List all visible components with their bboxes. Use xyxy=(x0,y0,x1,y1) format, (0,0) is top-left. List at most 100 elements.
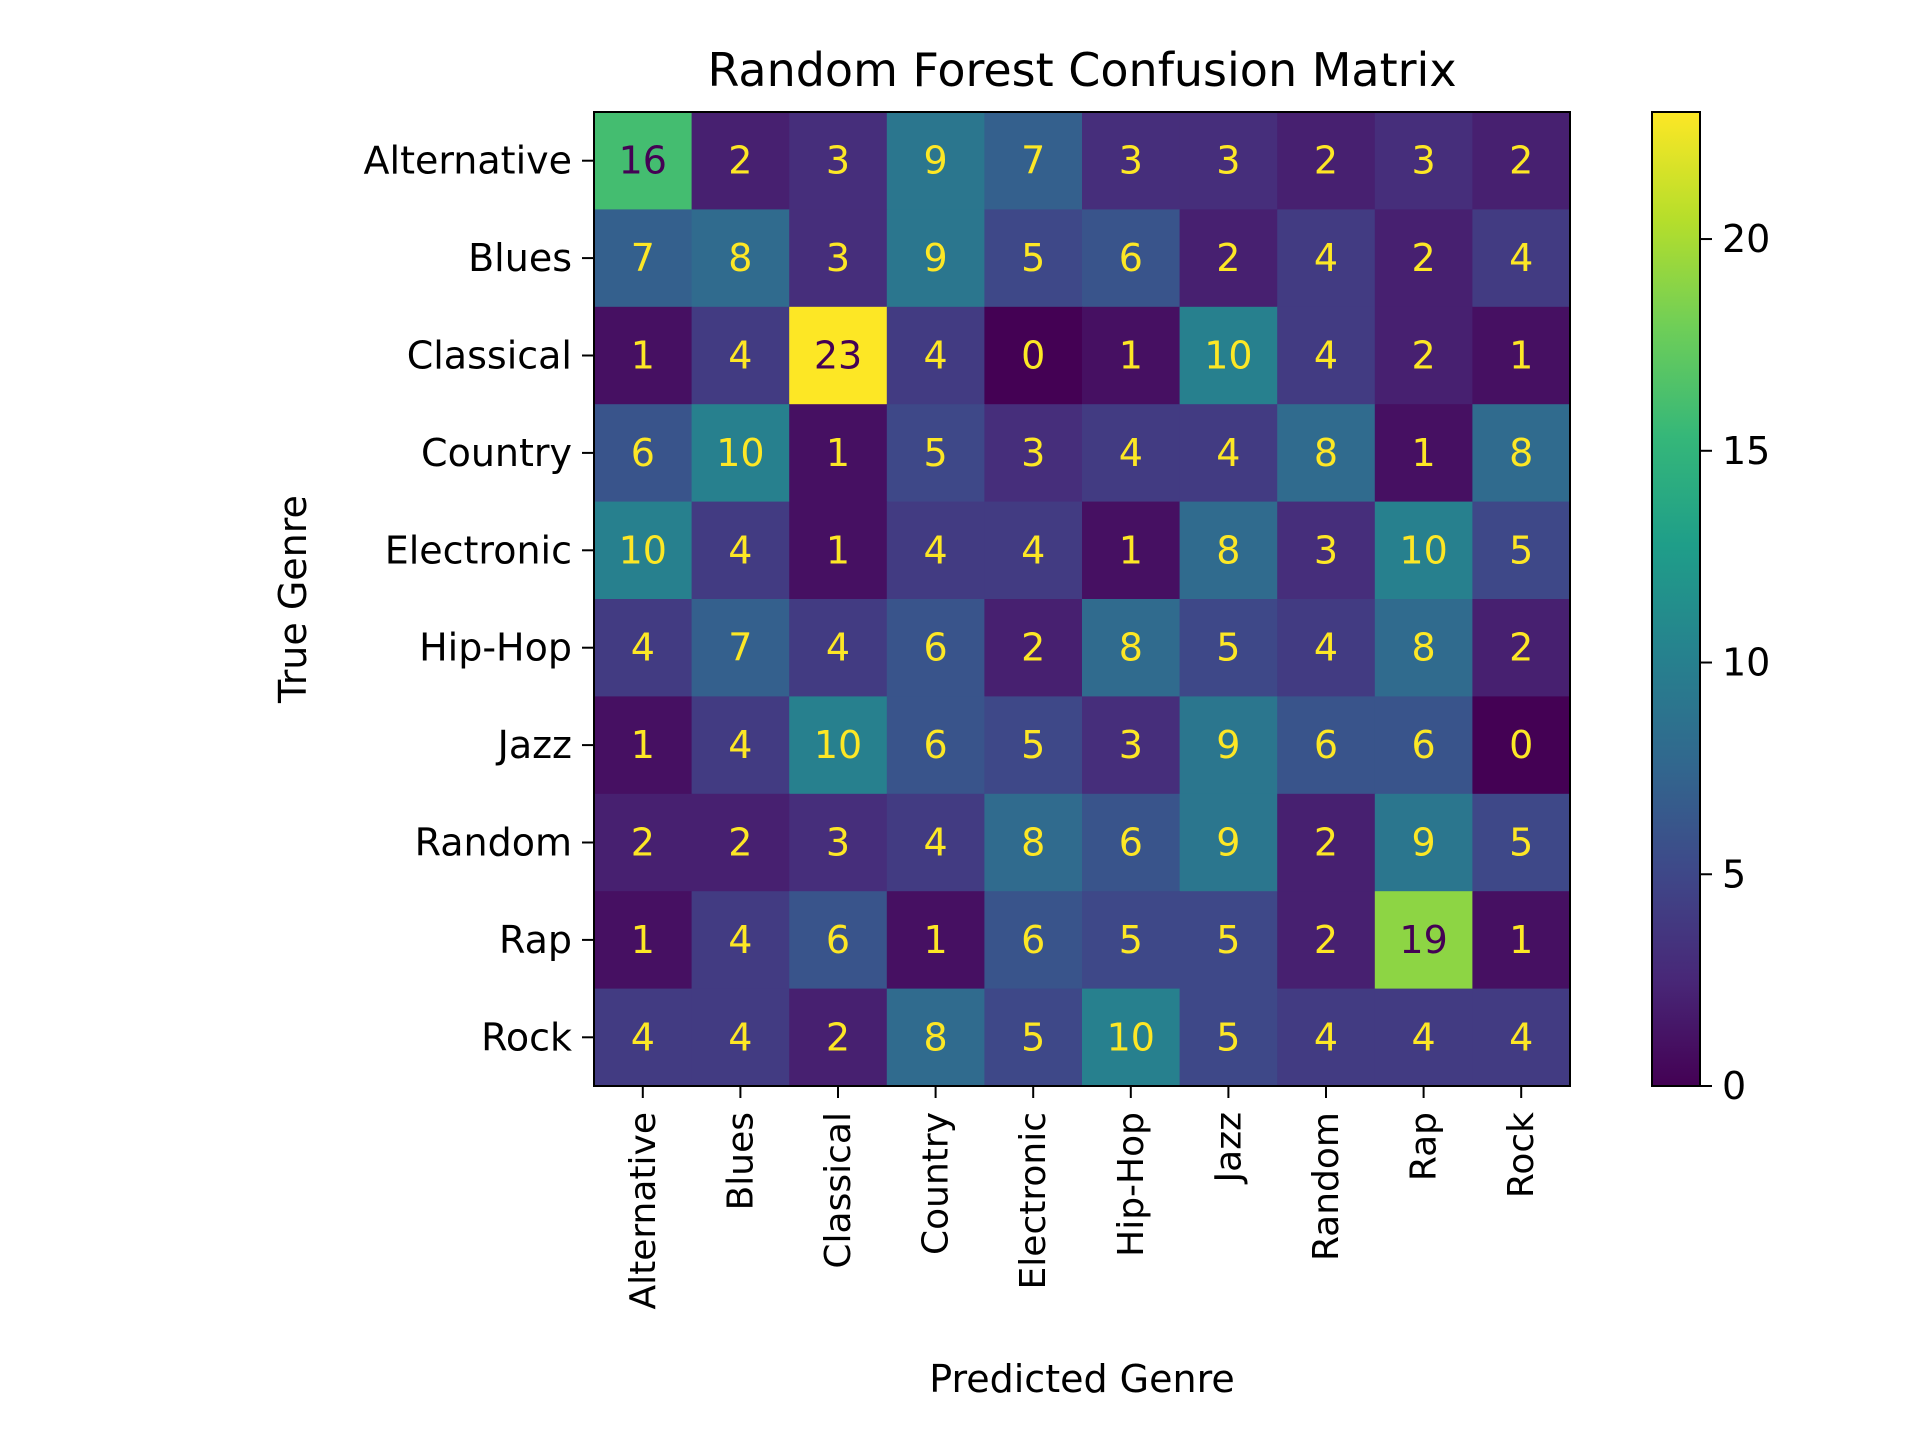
heatmap-cell xyxy=(1374,209,1473,308)
cell-value-label: 8 xyxy=(1509,431,1533,475)
heatmap-cell xyxy=(594,404,693,503)
cell-value-label: 4 xyxy=(631,1015,655,1059)
x-tick-label: Random xyxy=(1306,1112,1347,1261)
chart-title: Random Forest Confusion Matrix xyxy=(707,43,1456,97)
x-tick-label: Country xyxy=(916,1112,957,1255)
heatmap-cell xyxy=(594,306,693,405)
y-tick-label: Alternative xyxy=(364,139,572,183)
heatmap-cell xyxy=(1374,306,1473,405)
cell-value-label: 4 xyxy=(1509,1015,1533,1059)
heatmap-cell xyxy=(691,501,790,600)
x-tick-label: Rock xyxy=(1501,1112,1542,1198)
cell-value-label: 1 xyxy=(924,918,948,962)
heatmap-cell xyxy=(1472,988,1571,1087)
cell-value-label: 4 xyxy=(826,626,850,670)
heatmap-cell xyxy=(1277,112,1376,210)
cell-value-label: 1 xyxy=(826,431,850,475)
heatmap-cell xyxy=(984,696,1083,795)
cell-value-label: 1 xyxy=(1412,431,1436,475)
heatmap-cell xyxy=(1277,501,1376,600)
heatmap-cell xyxy=(1082,696,1181,795)
cell-value-label: 1 xyxy=(631,723,655,767)
heatmap-cell xyxy=(886,306,985,405)
cell-value-label: 2 xyxy=(1314,918,1338,962)
y-tick-label: Random xyxy=(415,821,572,865)
heatmap-cell xyxy=(1374,599,1473,697)
y-tick-label: Hip-Hop xyxy=(419,626,572,670)
heatmap-cell xyxy=(789,988,888,1087)
cell-value-label: 0 xyxy=(1021,334,1045,378)
heatmap-cell xyxy=(594,696,693,795)
y-tick-label: Blues xyxy=(468,236,572,280)
cell-value-label: 8 xyxy=(1119,626,1143,670)
cell-value-label: 4 xyxy=(728,334,752,378)
heatmap-cell xyxy=(789,404,888,503)
heatmap-cell xyxy=(886,696,985,795)
y-axis-ticks: Alternative Blues Classical Country Electron… xyxy=(364,139,594,1059)
heatmap-cell xyxy=(1179,599,1278,697)
cell-value-label: 6 xyxy=(1119,236,1143,280)
x-tick-label: Alternative xyxy=(623,1112,664,1310)
heatmap-cell xyxy=(1472,696,1571,795)
cell-value-label: 2 xyxy=(1021,626,1045,670)
cell-value-label: 6 xyxy=(924,723,948,767)
cell-value-label: 10 xyxy=(814,723,862,767)
cell-value-label: 23 xyxy=(814,334,862,378)
colorbar-tick-label: 5 xyxy=(1722,852,1746,896)
cell-value-label: 6 xyxy=(1021,918,1045,962)
cell-value-label: 2 xyxy=(1314,821,1338,865)
heatmap-cell xyxy=(789,599,888,697)
heatmap-cell xyxy=(1082,404,1181,503)
cell-value-label: 3 xyxy=(1021,431,1045,475)
cell-value-label: 5 xyxy=(1216,626,1240,670)
heatmap-cell xyxy=(789,793,888,892)
cell-value-label: 9 xyxy=(1216,821,1240,865)
cell-value-label: 1 xyxy=(1509,334,1533,378)
cell-value-label: 6 xyxy=(924,626,948,670)
y-tick-label: Jazz xyxy=(496,723,572,767)
cell-value-label: 4 xyxy=(924,821,948,865)
heatmap-cell xyxy=(1472,599,1571,697)
y-axis-label: True Genre xyxy=(271,495,315,704)
cell-value-label: 4 xyxy=(1314,334,1338,378)
heatmap-cell xyxy=(594,112,693,210)
heatmap-cell xyxy=(691,988,790,1087)
colorbar xyxy=(1651,111,1701,1087)
cell-value-label: 4 xyxy=(1314,626,1338,670)
x-axis-ticks: Alternative Blues Classical Country Electron… xyxy=(623,1086,1542,1310)
colorbar-tick-label: 0 xyxy=(1722,1064,1746,1108)
cell-value-label: 3 xyxy=(1314,528,1338,572)
cell-value-label: 2 xyxy=(1314,139,1338,183)
heatmap-cell xyxy=(1472,404,1571,503)
heatmap-cell xyxy=(1082,209,1181,308)
heatmap-cell xyxy=(1374,793,1473,892)
cell-value-label: 3 xyxy=(826,139,850,183)
x-tick-label: Blues xyxy=(720,1112,761,1210)
heatmap-cell xyxy=(984,891,1083,990)
heatmap-cells xyxy=(594,112,1571,1087)
heatmap-cell xyxy=(789,891,888,990)
heatmap-cell xyxy=(1082,988,1181,1087)
heatmap-cell xyxy=(691,891,790,990)
cell-value-label: 4 xyxy=(728,918,752,962)
heatmap-cell xyxy=(984,306,1083,405)
heatmap-cell xyxy=(1179,306,1278,405)
cell-value-label: 5 xyxy=(1021,1015,1045,1059)
heatmap-cell xyxy=(984,793,1083,892)
cell-value-label: 5 xyxy=(1119,918,1143,962)
cell-value-label: 4 xyxy=(1509,236,1533,280)
cell-value-label: 5 xyxy=(1509,821,1533,865)
cell-value-label: 3 xyxy=(1119,139,1143,183)
heatmap-cell xyxy=(1277,793,1376,892)
heatmap-cell xyxy=(886,112,985,210)
heatmap-cell xyxy=(691,112,790,210)
heatmap-cell xyxy=(789,209,888,308)
cell-value-label: 19 xyxy=(1399,918,1447,962)
cell-value-label: 7 xyxy=(728,626,752,670)
heatmap-cell xyxy=(789,112,888,210)
cell-value-label: 5 xyxy=(1216,918,1240,962)
heatmap-cell xyxy=(1082,306,1181,405)
cell-value-label: 1 xyxy=(631,334,655,378)
heatmap-cell xyxy=(1179,112,1278,210)
